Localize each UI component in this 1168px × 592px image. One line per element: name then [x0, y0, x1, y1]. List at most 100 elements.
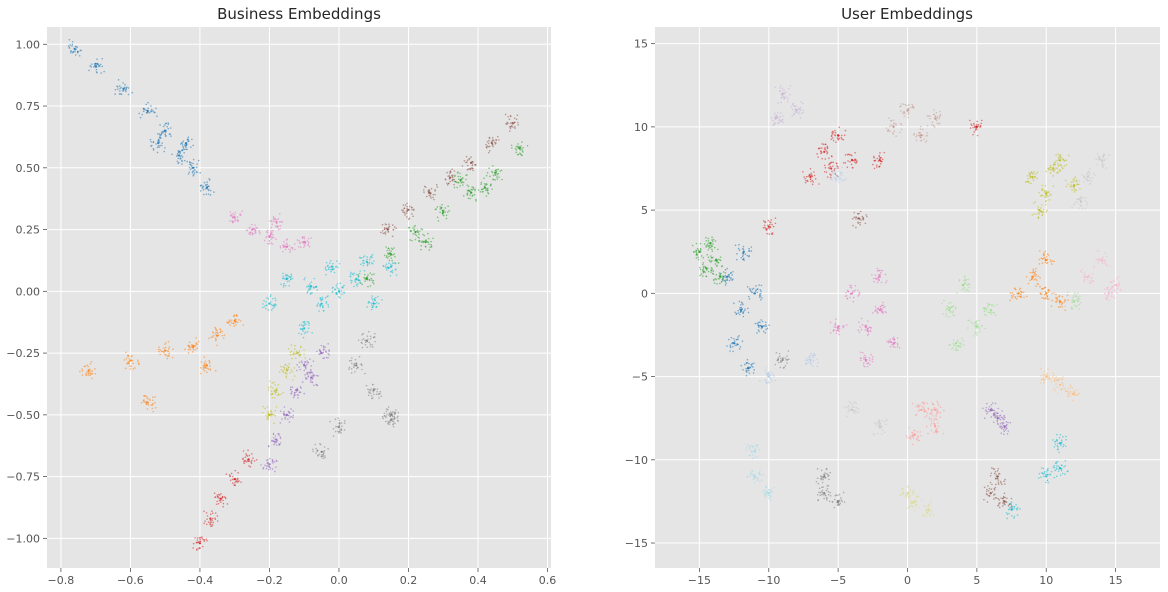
user-point [877, 279, 879, 281]
business-point [289, 412, 291, 415]
business-point [406, 205, 408, 208]
user-point [789, 93, 791, 96]
user-point [983, 498, 985, 501]
user-point [1009, 506, 1011, 509]
user-point [842, 326, 845, 329]
user-point [841, 174, 843, 176]
business-point [514, 147, 517, 150]
user-point [824, 494, 827, 497]
user-point [745, 449, 747, 452]
business-point [239, 320, 242, 322]
user-point [921, 405, 924, 408]
user-point [875, 164, 878, 167]
user-point [999, 414, 1002, 417]
user-point [737, 309, 739, 312]
user-point [838, 327, 841, 330]
user-point [1068, 387, 1070, 390]
user-point [1056, 167, 1059, 170]
user-point [976, 334, 978, 336]
user-point [928, 418, 931, 420]
user-point [998, 499, 1000, 501]
business-point [231, 478, 234, 481]
business-point [165, 129, 167, 132]
user-point [1046, 376, 1049, 379]
business-point [284, 244, 286, 246]
business-point [385, 266, 387, 269]
user-point [749, 446, 751, 449]
user-point [906, 485, 909, 488]
business-point [412, 209, 415, 212]
user-point [955, 345, 958, 347]
business-point [204, 187, 207, 190]
business-point [321, 455, 323, 458]
business-point [522, 151, 524, 153]
user-point [1003, 483, 1006, 485]
business-point [298, 239, 300, 242]
user-point [741, 340, 744, 343]
user-point [1041, 377, 1044, 380]
user-point [1086, 176, 1089, 178]
business-point [268, 234, 270, 237]
user-point [1064, 460, 1067, 462]
business-point [232, 322, 235, 325]
user-point [1027, 282, 1030, 285]
user-point [958, 279, 961, 282]
business-point [273, 390, 275, 393]
business-point [274, 438, 276, 440]
user-point [1034, 270, 1037, 273]
business-point [385, 263, 388, 265]
business-y-tick-label: 0.75 [16, 100, 41, 113]
business-point [147, 404, 150, 406]
user-point [756, 456, 758, 458]
business-point [322, 346, 325, 349]
user-point [751, 288, 754, 291]
business-point [305, 364, 307, 367]
business-point [229, 324, 232, 327]
user-point [1057, 465, 1060, 467]
business-point [428, 189, 430, 191]
business-point [517, 124, 519, 126]
user-point [996, 469, 999, 472]
business-point [321, 298, 324, 301]
business-point [199, 171, 202, 174]
business-point [101, 57, 104, 60]
user-point [916, 438, 918, 440]
user-point [1049, 166, 1051, 169]
user-point [848, 400, 851, 403]
user-point [838, 499, 840, 502]
user-point [909, 489, 912, 491]
user-point [927, 408, 930, 411]
business-point [513, 121, 516, 124]
business-point [208, 337, 210, 340]
business-point [411, 239, 413, 242]
business-point [251, 459, 253, 462]
user-point [840, 136, 843, 139]
user-point [1067, 154, 1070, 157]
business-point [331, 268, 333, 271]
business-point [139, 116, 142, 119]
user-x-tick-label: −15 [688, 574, 711, 587]
business-point [340, 429, 343, 431]
user-point [946, 307, 948, 310]
user-point [1042, 297, 1045, 300]
user-point [889, 345, 892, 348]
user-point [1047, 291, 1050, 294]
business-point [373, 273, 375, 275]
business-point [387, 257, 389, 259]
business-point [376, 301, 378, 304]
user-point [703, 243, 706, 245]
user-point [1062, 376, 1064, 378]
business-point [453, 180, 456, 183]
user-point [939, 110, 941, 113]
user-point [851, 409, 854, 412]
user-point [781, 93, 783, 96]
user-point [1105, 167, 1108, 169]
user-point [874, 310, 876, 312]
user-point [785, 91, 787, 93]
user-point [821, 157, 823, 160]
user-point [1023, 296, 1025, 299]
business-point [385, 246, 387, 248]
business-point [188, 171, 191, 174]
business-point [265, 236, 267, 239]
business-point [214, 517, 216, 519]
